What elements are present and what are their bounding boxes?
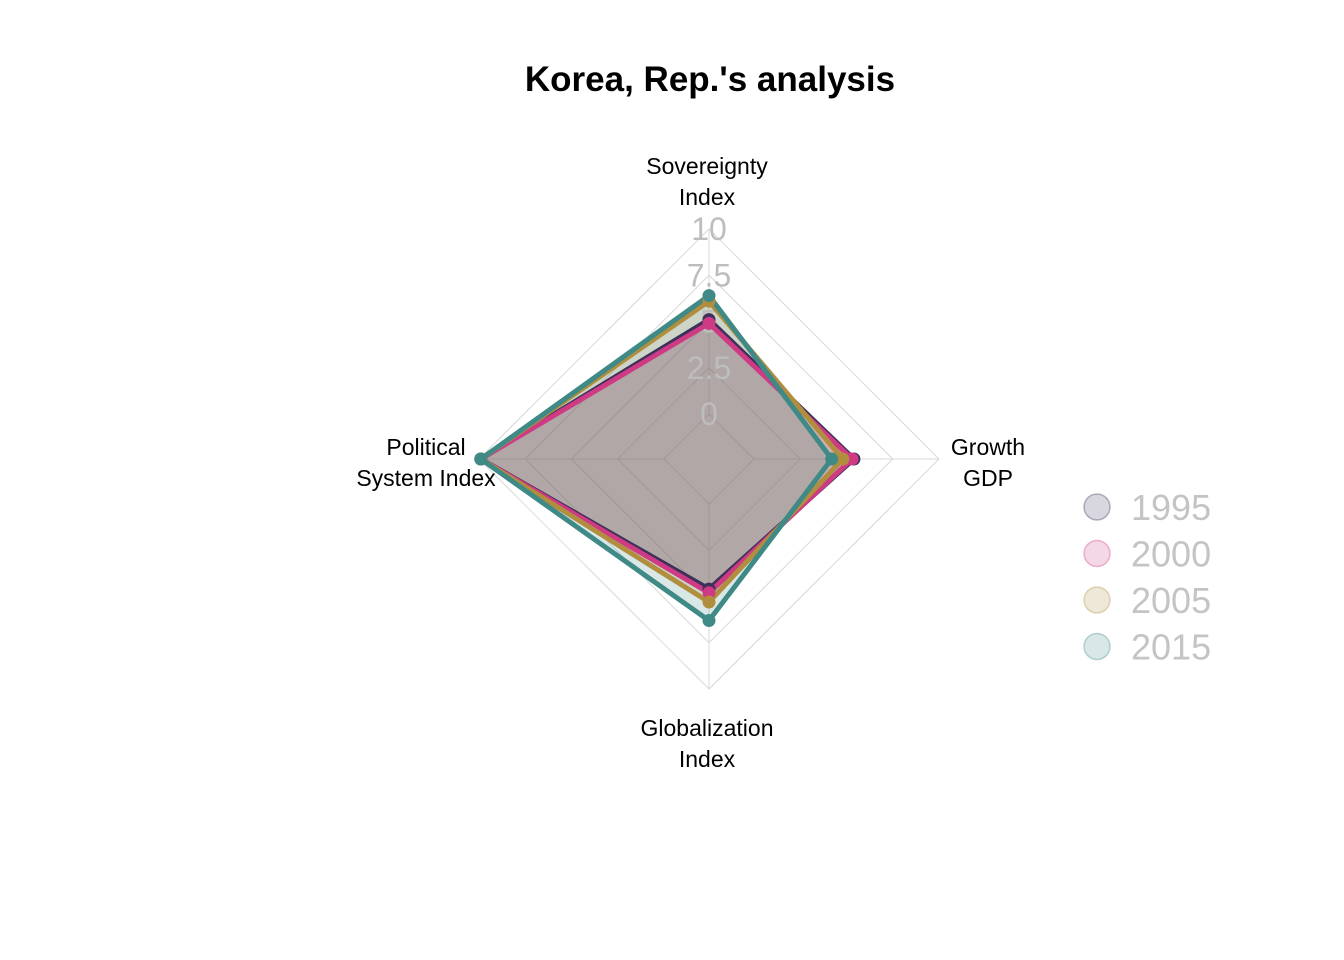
point-2000-globalization (702, 586, 716, 600)
axis-labels: Sovereignty Index Growth GDP Globalization In… (356, 153, 1025, 772)
point-2015-political (474, 452, 488, 466)
series-points (474, 289, 861, 628)
series-fill-2000 (480, 323, 853, 593)
point-2005-globalization (702, 595, 716, 609)
legend: 1995 2000 2005 2015 (1083, 487, 1211, 668)
tick-label-4: 10 (691, 211, 727, 247)
axis-label-sovereignty: Sovereignty Index (646, 153, 768, 210)
series-fills (480, 295, 854, 621)
legend-label-1995: 1995 (1131, 487, 1211, 528)
point-2005-growth (836, 452, 850, 466)
series-fill-1995 (480, 319, 854, 590)
chart-title: Korea, Rep.'s analysis (524, 60, 896, 99)
axis-label-political: Political System Index (356, 434, 496, 491)
tick-labels: 02.557.510 (687, 211, 731, 432)
legend-swatch-1995 (1083, 493, 1111, 521)
series-fill-2005 (480, 301, 843, 603)
tick-label-0: 0 (700, 396, 718, 432)
legend-swatch-2005 (1083, 586, 1111, 614)
tick-label-1: 2.5 (687, 350, 731, 386)
legend-label-2000: 2000 (1131, 534, 1211, 575)
point-2000-sovereignty (702, 316, 716, 330)
point-2000-growth (845, 452, 859, 466)
point-2015-globalization (702, 614, 716, 628)
axis-label-growth: Growth GDP (951, 434, 1025, 491)
series-fill-2015 (480, 295, 832, 621)
legend-label-2005: 2005 (1131, 580, 1211, 621)
point-2015-growth (825, 452, 839, 466)
legend-swatch-2015 (1083, 632, 1111, 661)
axis-label-globalization: Globalization Index (641, 715, 774, 772)
point-2015-sovereignty (702, 289, 716, 303)
legend-swatch-2000 (1083, 539, 1111, 568)
legend-label-2015: 2015 (1131, 627, 1211, 668)
tick-label-3: 7.5 (687, 257, 731, 293)
